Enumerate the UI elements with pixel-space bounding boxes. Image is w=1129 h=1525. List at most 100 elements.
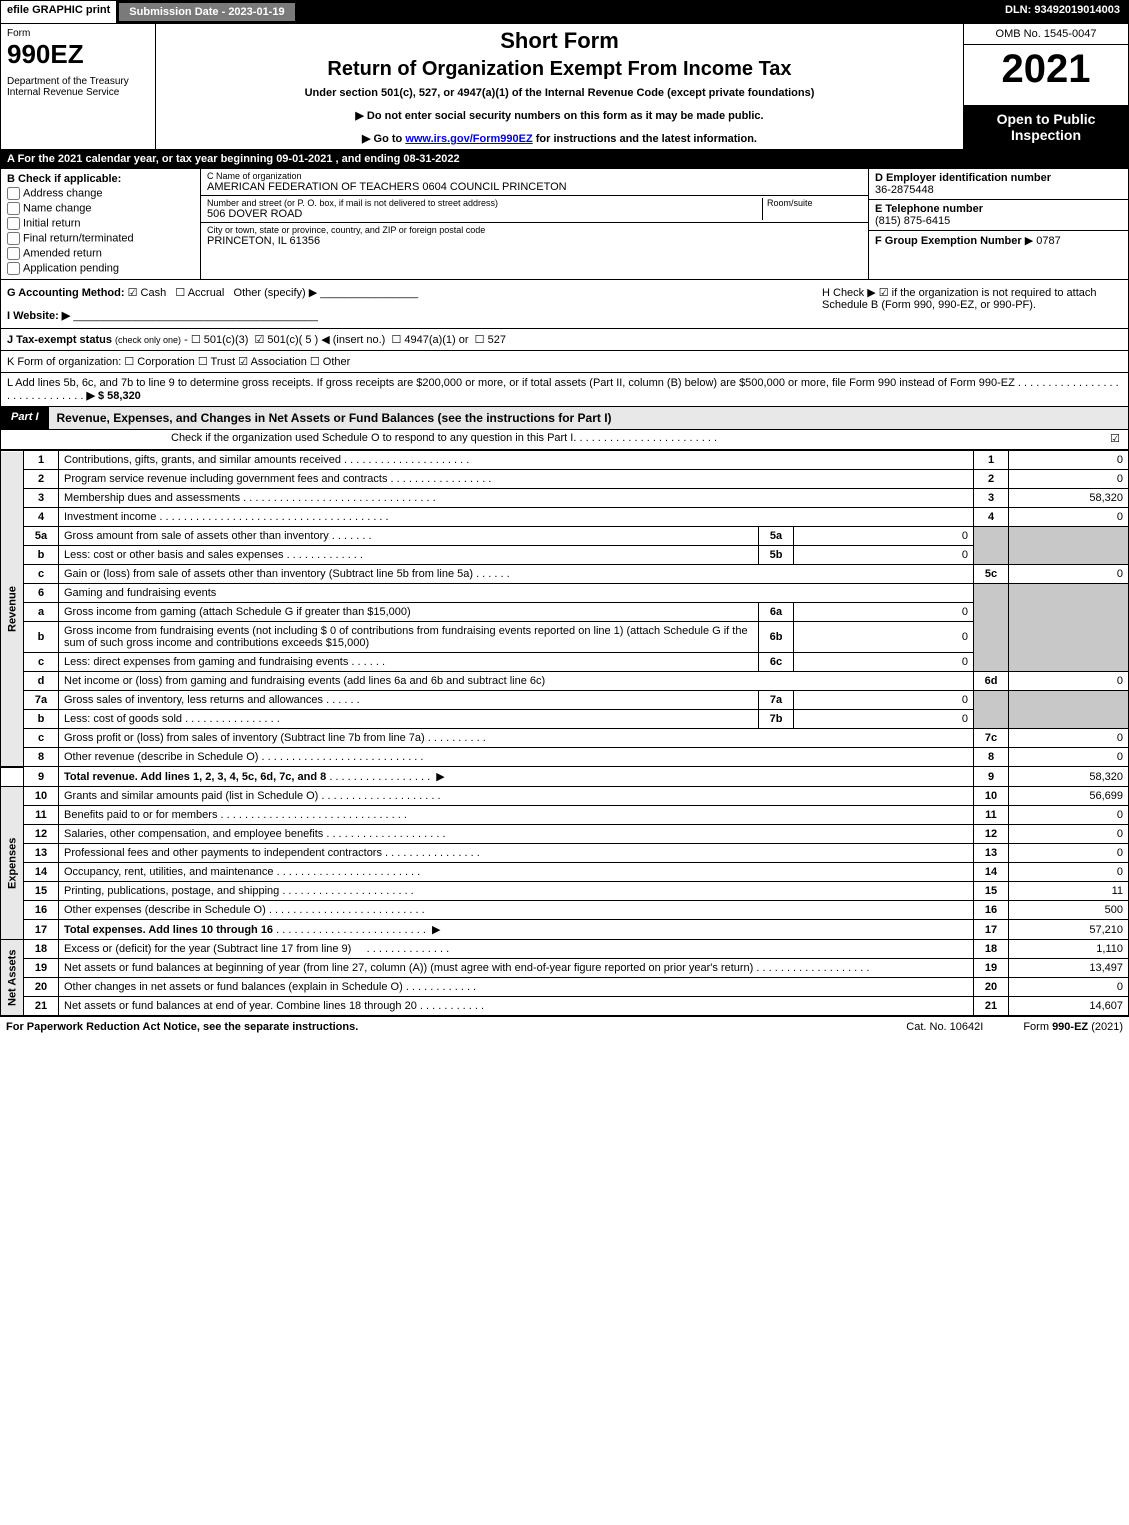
l1-num: 1 <box>24 451 59 470</box>
line-1: Revenue 1 Contributions, gifts, grants, … <box>1 451 1129 470</box>
cb-name-change[interactable]: Name change <box>7 202 194 215</box>
website-row: I Website: ▶ ___________________________… <box>7 309 822 322</box>
l5c-ref: 5c <box>974 565 1009 584</box>
group-exemption-value: ▶ 0787 <box>1025 235 1061 247</box>
part1-title: Revenue, Expenses, and Changes in Net As… <box>49 407 1128 429</box>
l11-ref: 11 <box>974 806 1009 825</box>
footer-catno: Cat. No. 10642I <box>906 1021 983 1033</box>
l2-desc: Program service revenue including govern… <box>59 470 974 489</box>
note-goto-pre: ▶ Go to <box>362 133 405 145</box>
l9-spacer <box>1 767 24 787</box>
l17-desc: Total expenses. Add lines 10 through 16 … <box>59 920 974 940</box>
l8-amt: 0 <box>1009 748 1129 767</box>
row-k-form-of-org: K Form of organization: ☐ Corporation ☐ … <box>0 351 1129 373</box>
dln: DLN: 93492019014003 <box>997 1 1128 23</box>
l8-ref: 8 <box>974 748 1009 767</box>
note-goto-post: for instructions and the latest informat… <box>536 133 757 145</box>
l7b-desc: Less: cost of goods sold . . . . . . . .… <box>59 710 759 729</box>
cb-amended-return[interactable]: Amended return <box>7 247 194 260</box>
footer-left: For Paperwork Reduction Act Notice, see … <box>6 1021 358 1033</box>
l5b-num: b <box>24 546 59 565</box>
cb-cash[interactable]: Cash <box>128 287 167 299</box>
l1-desc: Contributions, gifts, grants, and simila… <box>59 451 974 470</box>
line-3: 3 Membership dues and assessments . . . … <box>1 489 1129 508</box>
l9-desc: Total revenue. Add lines 1, 2, 3, 4, 5c,… <box>59 767 974 787</box>
l6-shade2 <box>1009 584 1129 672</box>
header-right: OMB No. 1545-0047 2021 Open to Public In… <box>963 24 1128 149</box>
l7b-sub: 7b <box>759 710 794 729</box>
accounting-method: G Accounting Method: Cash Accrual Other … <box>7 286 822 299</box>
line-6c: c Less: direct expenses from gaming and … <box>1 653 1129 672</box>
line-14: 14 Occupancy, rent, utilities, and maint… <box>1 863 1129 882</box>
header-middle: Short Form Return of Organization Exempt… <box>156 24 963 149</box>
cb-initial-return[interactable]: Initial return <box>7 217 194 230</box>
line-6d: d Net income or (loss) from gaming and f… <box>1 672 1129 691</box>
part1-subtitle: Check if the organization used Schedule … <box>0 430 1129 450</box>
line-13: 13 Professional fees and other payments … <box>1 844 1129 863</box>
l6-desc: Gaming and fundraising events <box>59 584 974 603</box>
city-value: PRINCETON, IL 61356 <box>207 235 862 247</box>
l4-desc: Investment income . . . . . . . . . . . … <box>59 508 974 527</box>
section-def: D Employer identification number 36-2875… <box>868 169 1128 279</box>
cb-address-change[interactable]: Address change <box>7 187 194 200</box>
cb-application-pending[interactable]: Application pending <box>7 262 194 275</box>
cb-4947[interactable]: ☐ 4947(a)(1) <box>391 334 455 346</box>
l3-num: 3 <box>24 489 59 508</box>
l3-desc: Membership dues and assessments . . . . … <box>59 489 974 508</box>
l21-ref: 21 <box>974 997 1009 1016</box>
cb-527[interactable]: ☐ 527 <box>475 334 506 346</box>
l3-ref: 3 <box>974 489 1009 508</box>
form-label: Form <box>7 28 149 39</box>
l5c-amt: 0 <box>1009 565 1129 584</box>
l4-num: 4 <box>24 508 59 527</box>
l13-ref: 13 <box>974 844 1009 863</box>
row-l-text: L Add lines 5b, 6c, and 7b to line 9 to … <box>7 377 1015 389</box>
line-11: 11 Benefits paid to or for members . . .… <box>1 806 1129 825</box>
l6a-sub: 6a <box>759 603 794 622</box>
ein-value: 36-2875448 <box>875 184 934 196</box>
l6d-ref: 6d <box>974 672 1009 691</box>
l8-num: 8 <box>24 748 59 767</box>
h-text: H Check ▶ ☑ if the organization is not r… <box>822 287 1097 311</box>
org-name-label: C Name of organization <box>207 171 862 181</box>
l21-num: 21 <box>24 997 59 1016</box>
l15-num: 15 <box>24 882 59 901</box>
section-b-header: B Check if applicable: <box>7 173 194 185</box>
l9-num: 9 <box>24 767 59 787</box>
l7-shade2 <box>1009 691 1129 729</box>
omb-number: OMB No. 1545-0047 <box>964 24 1128 45</box>
website-label: I Website: ▶ <box>7 310 70 322</box>
line-4: 4 Investment income . . . . . . . . . . … <box>1 508 1129 527</box>
l16-desc: Other expenses (describe in Schedule O) … <box>59 901 974 920</box>
l7c-amt: 0 <box>1009 729 1129 748</box>
section-h: H Check ▶ ☑ if the organization is not r… <box>822 286 1122 322</box>
group-exemption-label: F Group Exemption Number <box>875 235 1022 247</box>
line-6a: a Gross income from gaming (attach Sched… <box>1 603 1129 622</box>
l19-amt: 13,497 <box>1009 959 1129 978</box>
l5-shade1 <box>974 527 1009 565</box>
cb-501c[interactable]: ☑ 501(c)( 5 ) ◀ (insert no.) <box>255 334 386 346</box>
cb-501c3[interactable]: ☐ 501(c)(3) <box>191 334 249 346</box>
l5b-sval: 0 <box>794 546 974 565</box>
submission-date: Submission Date - 2023-01-19 <box>117 1 296 23</box>
l13-num: 13 <box>24 844 59 863</box>
l20-ref: 20 <box>974 978 1009 997</box>
cb-schedule-o[interactable]: ☑ <box>1110 432 1120 445</box>
l6c-sub: 6c <box>759 653 794 672</box>
l13-desc: Professional fees and other payments to … <box>59 844 974 863</box>
department: Department of the Treasury Internal Reve… <box>7 76 149 98</box>
l5-shade2 <box>1009 527 1129 565</box>
l6b-sub: 6b <box>759 622 794 653</box>
row-a-tax-year: A For the 2021 calendar year, or tax yea… <box>0 150 1129 169</box>
footer-form: Form 990-EZ (2021) <box>1023 1021 1123 1033</box>
l1-amt: 0 <box>1009 451 1129 470</box>
l5c-desc: Gain or (loss) from sale of assets other… <box>59 565 974 584</box>
cb-final-return[interactable]: Final return/terminated <box>7 232 194 245</box>
g-other: Other (specify) ▶ <box>234 287 318 299</box>
efile-print-button[interactable]: efile GRAPHIC print <box>1 1 117 23</box>
l21-amt: 14,607 <box>1009 997 1129 1016</box>
l7b-sval: 0 <box>794 710 974 729</box>
l6b-num: b <box>24 622 59 653</box>
cb-accrual[interactable]: Accrual <box>175 287 224 299</box>
irs-link[interactable]: www.irs.gov/Form990EZ <box>405 133 532 145</box>
